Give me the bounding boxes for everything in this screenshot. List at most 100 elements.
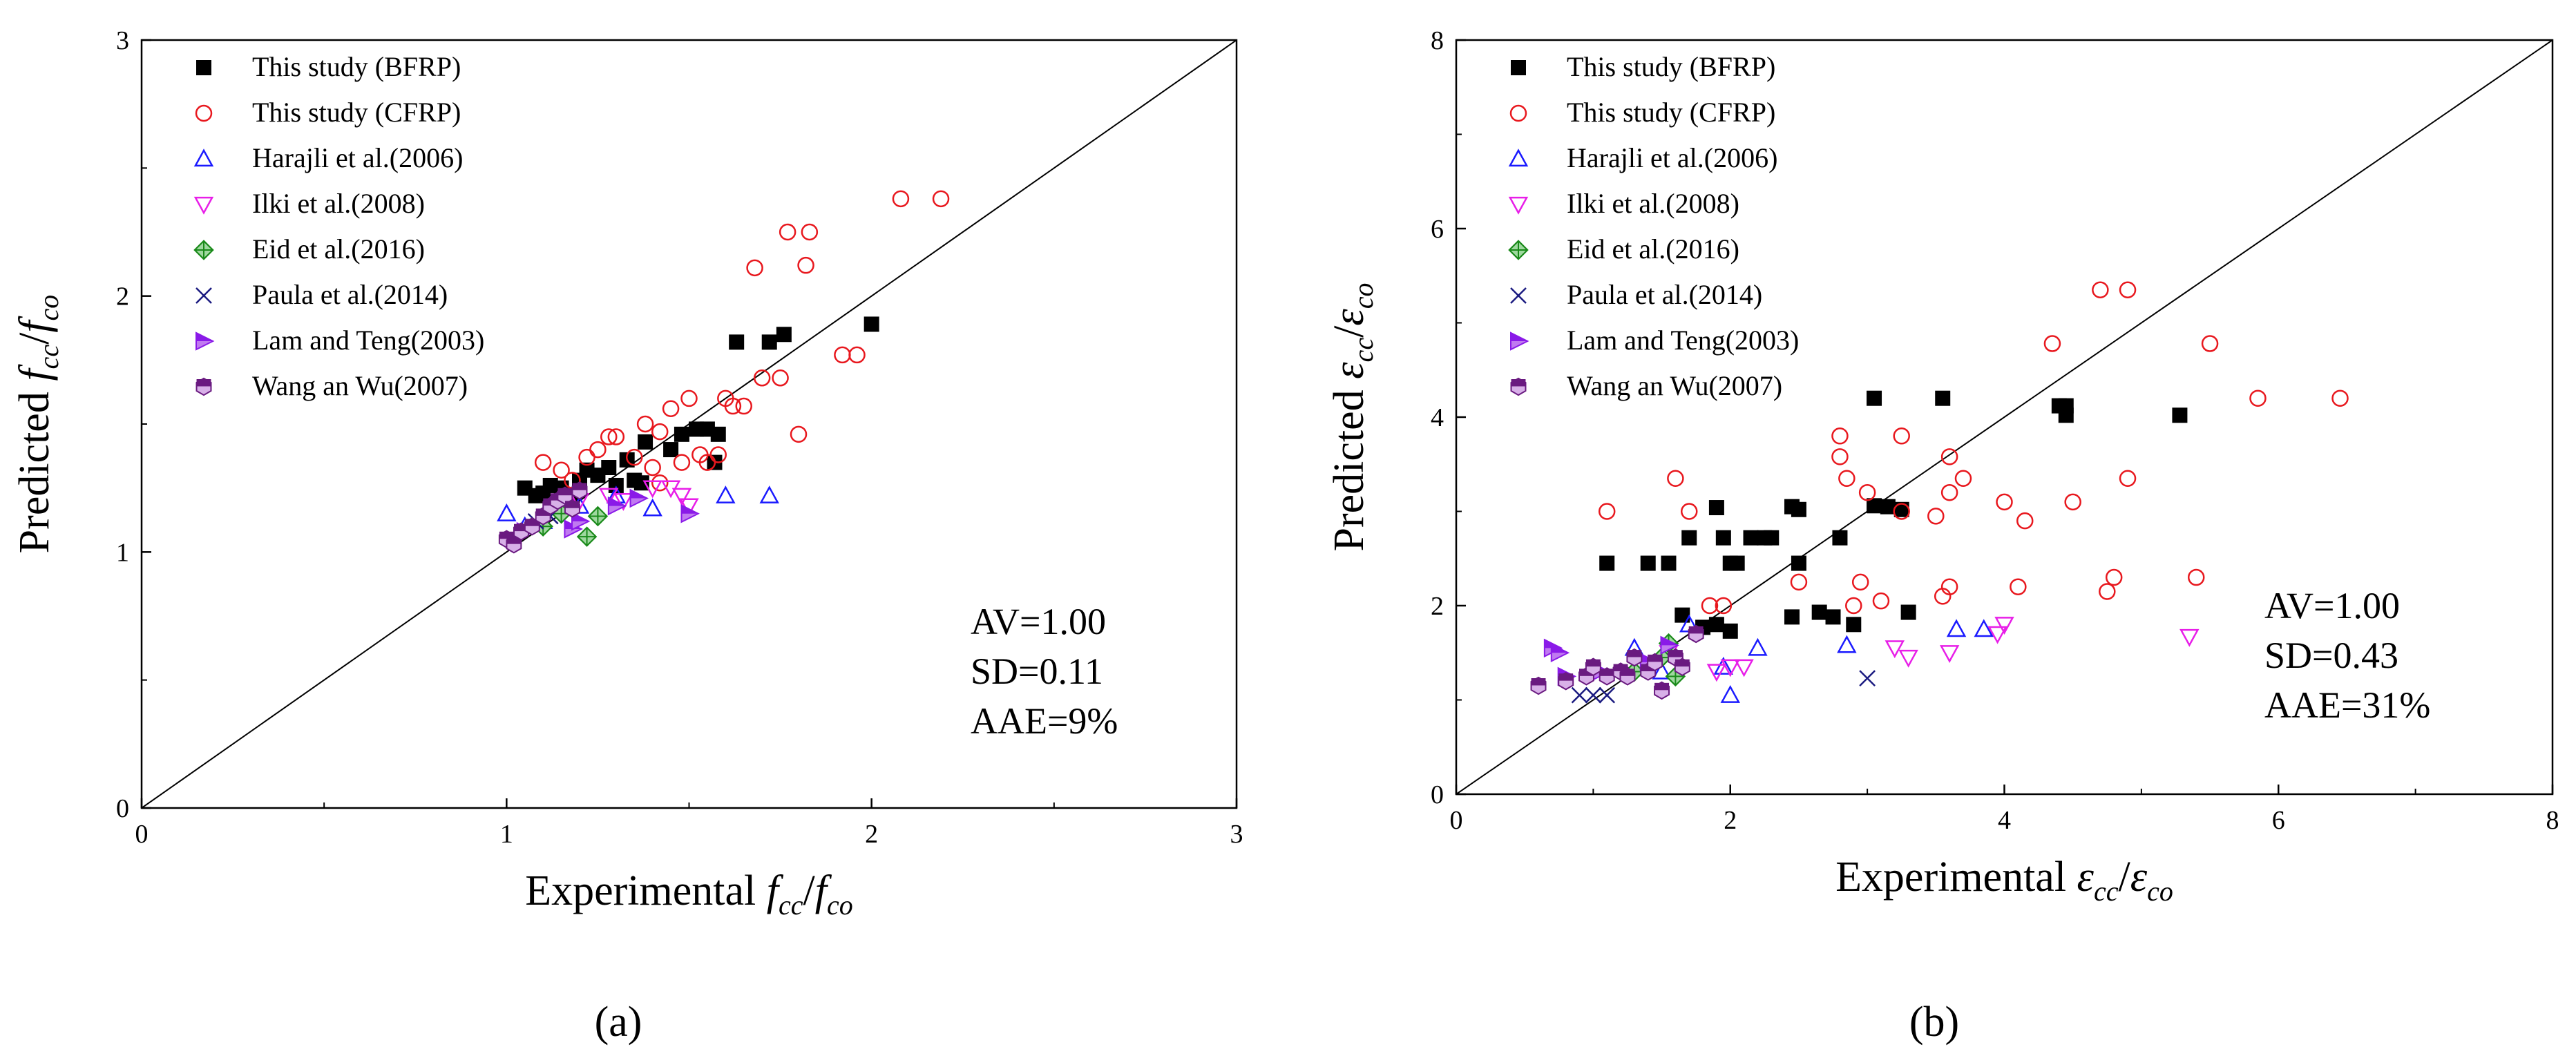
- data-point: [571, 512, 591, 531]
- data-point: [674, 426, 689, 442]
- data-point: [1661, 555, 1677, 571]
- data-point: [2099, 583, 2116, 600]
- legend-marker: [1510, 287, 1527, 304]
- y-axis-label: Predicted fcc/fco: [11, 295, 64, 554]
- data-point: [1994, 617, 2014, 635]
- data-point: [642, 498, 662, 517]
- data-point: [1832, 530, 1848, 546]
- x-tick-label: 0: [1450, 806, 1463, 835]
- data-point: [663, 442, 679, 458]
- data-point: [1660, 635, 1679, 655]
- data-point: [1722, 623, 1738, 639]
- data-point: [2058, 398, 2074, 414]
- series-this-study-bfrp-: [517, 316, 879, 503]
- data-point: [1681, 530, 1697, 546]
- data-point: [735, 397, 752, 415]
- legend-label: This study (CFRP): [1567, 97, 1775, 128]
- stats-text: AV=1.00: [2264, 585, 2400, 626]
- x-tick-label: 0: [135, 820, 149, 849]
- data-point: [1647, 653, 1663, 672]
- legend-marker: [1508, 148, 1529, 167]
- data-point: [1640, 555, 1656, 571]
- data-point: [797, 256, 814, 274]
- data-point: [1654, 681, 1670, 700]
- data-point: [1720, 659, 1740, 677]
- data-point: [753, 369, 771, 387]
- legend-marker: [195, 104, 213, 122]
- data-point: [564, 499, 580, 518]
- data-point: [932, 190, 950, 208]
- data-point: [801, 223, 819, 241]
- data-point: [1599, 555, 1615, 571]
- data-point: [1701, 597, 1719, 615]
- data-point: [1900, 604, 1916, 620]
- data-point: [607, 428, 625, 445]
- data-point: [1706, 664, 1727, 682]
- data-point: [680, 389, 698, 407]
- data-point: [1898, 649, 1918, 668]
- data-point: [629, 488, 649, 508]
- data-point: [1846, 617, 1862, 633]
- data-point: [1764, 530, 1780, 546]
- x-tick-label: 8: [2546, 806, 2559, 835]
- data-point: [1599, 686, 1616, 704]
- data-point: [2105, 568, 2123, 586]
- x-tick-label: 1: [500, 820, 513, 849]
- data-point: [1585, 686, 1602, 704]
- legend-marker: [1508, 240, 1529, 260]
- data-point: [1935, 390, 1951, 406]
- data-point: [601, 460, 617, 476]
- data-point: [1940, 578, 1958, 595]
- data-point: [834, 346, 851, 364]
- data-point: [673, 454, 691, 471]
- legend-label: Ilki et al.(2008): [1567, 188, 1739, 219]
- data-point: [576, 526, 598, 547]
- panel-a: 0 1 2 3 0 1 2 3 Experimental fcc/fco Predicted fc…: [11, 26, 1243, 921]
- data-point: [1715, 530, 1731, 546]
- data-point: [779, 223, 796, 241]
- data-point: [724, 397, 742, 415]
- data-point: [709, 446, 727, 463]
- panel-b-label: (b): [1909, 999, 1959, 1046]
- data-point: [716, 485, 736, 503]
- data-point: [1688, 624, 1704, 644]
- series-this-study-bfrp-: [1599, 390, 2188, 639]
- data-point: [2064, 493, 2081, 511]
- legend-marker: [195, 331, 215, 351]
- x-tick-label: 3: [1230, 820, 1243, 849]
- stats-text: SD=0.11: [971, 651, 1103, 692]
- data-point: [1550, 643, 1570, 662]
- legend-label: Wang an Wu(2007): [1567, 370, 1782, 401]
- data-point: [2043, 335, 2061, 352]
- data-point: [2119, 281, 2137, 298]
- data-point: [1845, 597, 1862, 615]
- y-tick-label: 3: [116, 26, 129, 55]
- data-point: [1996, 493, 2013, 511]
- data-point: [587, 506, 609, 527]
- data-point: [761, 334, 777, 350]
- data-point: [1715, 597, 1733, 615]
- data-point: [642, 480, 662, 499]
- data-point: [2201, 335, 2219, 352]
- data-point: [638, 434, 653, 450]
- data-point: [571, 481, 588, 500]
- data-point: [1790, 573, 1808, 591]
- x-tick-label: 6: [2272, 806, 2285, 835]
- data-point: [1838, 470, 1855, 487]
- legend-label: Eid et al.(2016): [1567, 233, 1739, 264]
- data-point: [1893, 503, 1910, 520]
- data-point: [1619, 667, 1636, 686]
- data-point: [651, 423, 669, 441]
- data-point: [1940, 448, 1958, 465]
- data-point: [1729, 555, 1745, 571]
- series-wang-an-wu-2007-: [1530, 624, 1704, 700]
- data-point: [1851, 573, 1869, 591]
- data-point: [1720, 684, 1740, 703]
- y-tick-label: 6: [1431, 215, 1444, 244]
- data-point: [1680, 503, 1698, 520]
- data-point: [1652, 661, 1672, 680]
- data-point: [848, 346, 866, 364]
- data-point: [662, 400, 680, 418]
- data-point: [1530, 676, 1547, 695]
- data-point: [892, 190, 910, 208]
